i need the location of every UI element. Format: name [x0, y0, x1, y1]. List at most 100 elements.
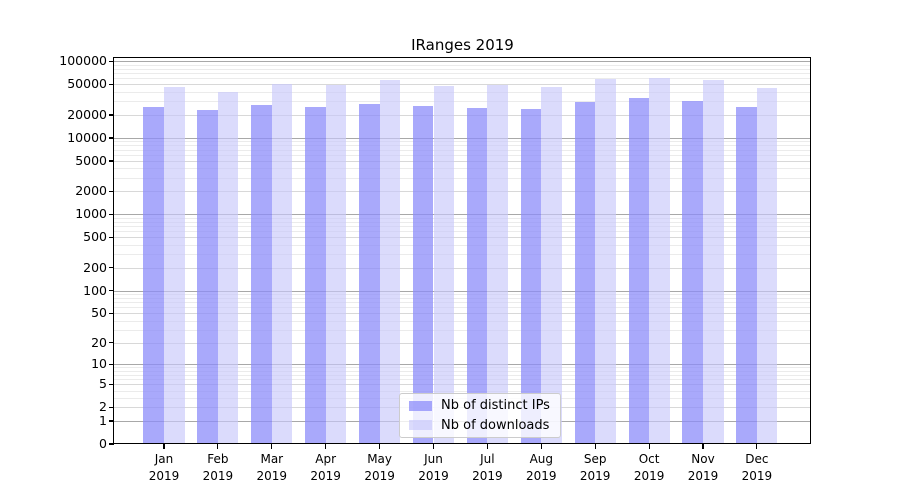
month-label: Sep	[583, 452, 607, 466]
y-tick-label: 0	[99, 436, 107, 451]
x-tick-label: Jun 2019	[406, 451, 462, 484]
month-label: Oct	[638, 452, 660, 466]
legend-item-distinct-ips: Nb of distinct IPs	[400, 398, 560, 413]
y-tick-label: 10000	[67, 129, 107, 145]
plot-area	[114, 58, 811, 444]
y-tick-label: 5000	[75, 152, 107, 168]
legend-swatch-distinct-ips	[409, 400, 432, 411]
year-label: 2019	[364, 468, 395, 483]
gridline-minor	[114, 297, 811, 299]
x-tick-mark	[594, 444, 596, 449]
gridline-minor	[114, 177, 811, 179]
bar-downloads-aug	[541, 86, 562, 444]
month-label: Jan	[154, 452, 174, 466]
gridline-major	[114, 137, 811, 139]
x-tick-mark	[756, 444, 758, 449]
gridline-minor	[114, 168, 811, 170]
x-tick-label: Oct 2019	[621, 451, 677, 484]
gridline-minor	[114, 254, 811, 256]
bar-ips-jul	[466, 107, 488, 444]
month-label: Aug	[529, 452, 554, 466]
gridline-minor	[114, 91, 811, 93]
x-tick-label: Nov 2019	[675, 451, 731, 484]
y-tick-mark	[109, 443, 114, 445]
y-tick-label: 1	[99, 412, 107, 428]
month-label: Nov	[691, 452, 715, 466]
year-label: 2019	[418, 468, 449, 483]
month-label: Feb	[207, 452, 229, 466]
year-label: 2019	[310, 468, 341, 483]
legend-label-distinct-ips: Nb of distinct IPs	[441, 398, 550, 414]
gridline-minor	[114, 302, 811, 304]
y-tick-mark	[109, 83, 114, 86]
y-tick-mark	[109, 114, 114, 116]
gridline-major	[114, 364, 811, 366]
bar-downloads-jun	[433, 86, 455, 444]
bar-downloads-may	[379, 80, 401, 444]
gridline-minor	[114, 244, 811, 246]
gridline-minor	[114, 64, 811, 66]
chart-title: IRanges 2019	[411, 36, 514, 54]
year-label: 2019	[633, 468, 665, 483]
month-label: Jun	[424, 452, 443, 466]
bar-ips-aug	[520, 109, 542, 444]
bar-ips-oct	[628, 98, 650, 444]
x-tick-label: Aug 2019	[513, 451, 569, 484]
month-label: Jul	[480, 452, 495, 466]
y-tick-mark	[109, 383, 114, 386]
x-tick-mark	[163, 444, 165, 449]
x-tick-mark	[702, 444, 704, 449]
bar-ips-dec	[736, 106, 757, 444]
bar-downloads-jul	[487, 85, 508, 444]
x-tick-mark	[648, 444, 650, 449]
gridline-minor	[114, 149, 811, 151]
gridline-minor	[114, 226, 811, 228]
x-tick-mark	[325, 444, 327, 449]
bar-ips-jun	[412, 105, 434, 444]
y-tick-label: 10	[91, 356, 107, 372]
y-tick-mark	[109, 406, 114, 409]
y-tick-label: 1000	[75, 206, 107, 222]
bar-ips-may	[359, 104, 380, 444]
gridline-major	[114, 61, 811, 63]
gridline-major	[114, 313, 811, 315]
legend: Nb of distinct IPs Nb of downloads	[399, 393, 561, 438]
bar-ips-mar	[251, 104, 272, 444]
year-label: 2019	[256, 468, 288, 483]
legend-swatch-downloads	[409, 420, 432, 431]
y-tick-label: 50000	[67, 76, 107, 92]
legend-label-downloads: Nb of downloads	[441, 417, 550, 433]
gridline-minor	[114, 294, 811, 296]
gridline-major	[114, 191, 811, 193]
gridline-minor	[114, 367, 811, 369]
gridline-minor	[114, 154, 811, 156]
gridline-minor	[114, 217, 811, 219]
year-label: 2019	[472, 468, 503, 483]
y-tick-mark	[109, 312, 114, 314]
y-tick-mark	[109, 60, 114, 63]
y-tick-mark	[109, 190, 114, 193]
x-tick-label: Jul 2019	[459, 451, 515, 484]
month-label: Apr	[315, 452, 337, 466]
y-tick-mark	[109, 236, 114, 239]
year-label: 2019	[148, 468, 180, 483]
year-label: 2019	[526, 468, 557, 483]
year-label: 2019	[741, 468, 773, 483]
y-tick-label: 100	[83, 282, 107, 298]
x-tick-mark	[540, 444, 542, 449]
bar-downloads-apr	[325, 84, 347, 444]
y-tick-label: 20000	[67, 106, 107, 122]
bar-downloads-dec	[756, 87, 778, 444]
gridline-minor	[114, 329, 811, 331]
x-tick-mark	[217, 444, 219, 449]
y-tick-mark	[109, 137, 114, 139]
month-label: Dec	[745, 452, 769, 466]
gridline-minor	[114, 221, 811, 223]
bar-ips-sep	[574, 101, 596, 444]
gridline-minor	[114, 379, 811, 381]
year-label: 2019	[579, 468, 611, 483]
y-tick-label: 2	[99, 399, 107, 415]
x-tick-label: Jan 2019	[136, 451, 192, 484]
gridline-minor	[114, 370, 811, 372]
gridline-minor	[114, 101, 811, 103]
